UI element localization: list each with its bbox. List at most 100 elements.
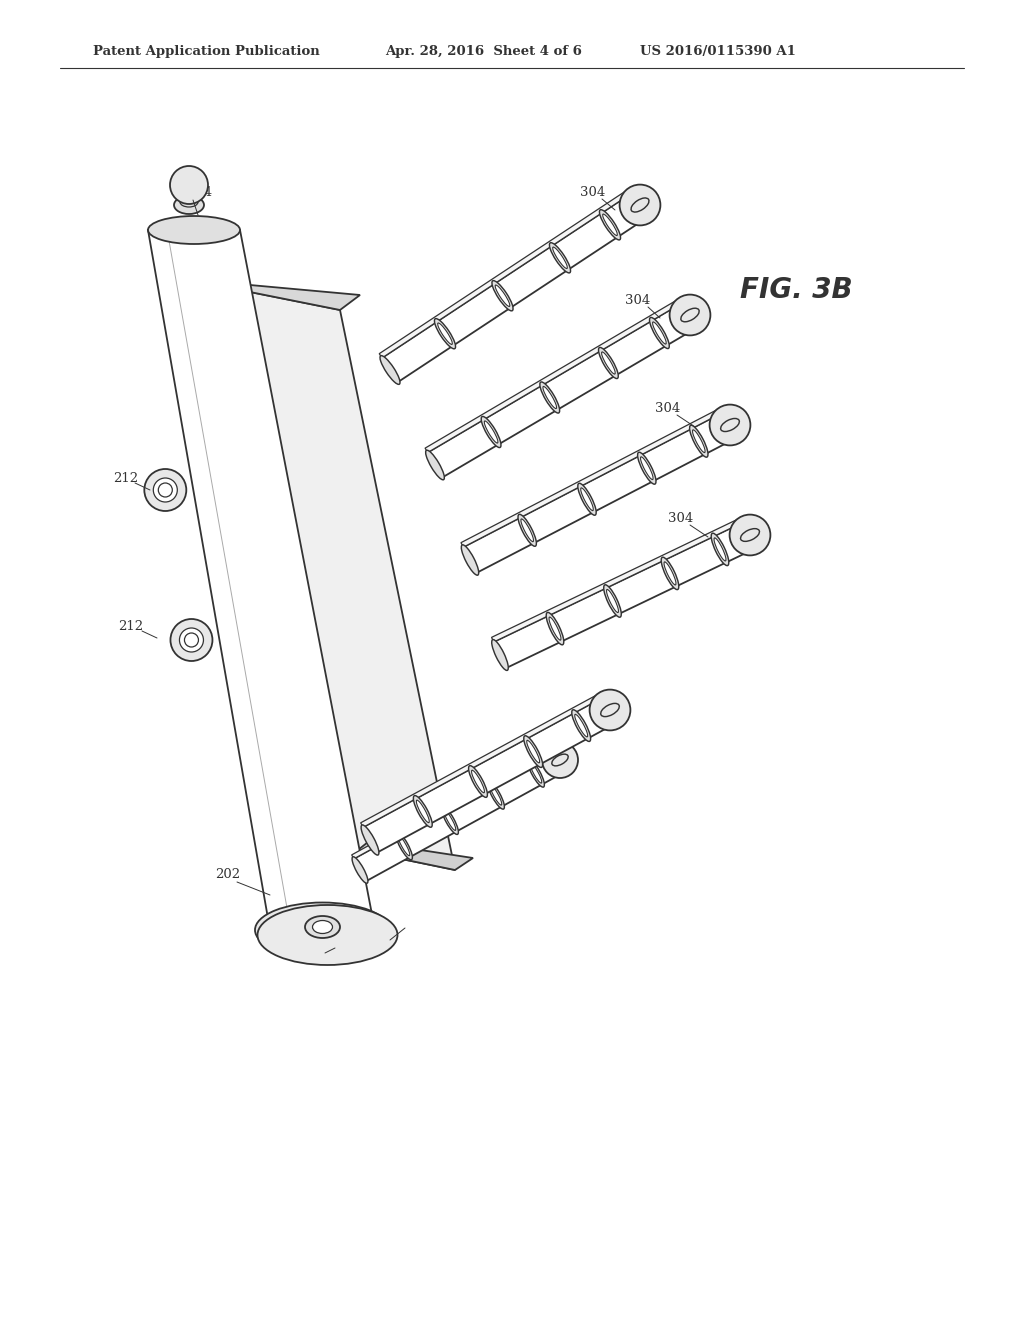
Polygon shape (360, 693, 603, 828)
Ellipse shape (174, 195, 204, 214)
Ellipse shape (540, 381, 560, 413)
Ellipse shape (714, 537, 726, 561)
Ellipse shape (606, 590, 618, 612)
Ellipse shape (604, 585, 622, 618)
Ellipse shape (492, 281, 513, 312)
Ellipse shape (170, 166, 208, 205)
Text: 304: 304 (668, 511, 693, 524)
Polygon shape (425, 298, 683, 453)
Ellipse shape (527, 759, 545, 787)
Ellipse shape (729, 515, 770, 556)
Ellipse shape (571, 710, 591, 742)
Polygon shape (364, 697, 616, 853)
Ellipse shape (546, 612, 564, 644)
Text: 212: 212 (118, 619, 143, 632)
Text: Patent Application Publication: Patent Application Publication (93, 45, 319, 58)
Ellipse shape (553, 247, 567, 268)
Polygon shape (358, 842, 473, 870)
Ellipse shape (398, 836, 410, 855)
Ellipse shape (461, 545, 478, 576)
Ellipse shape (417, 800, 429, 822)
Ellipse shape (590, 689, 631, 730)
Ellipse shape (380, 355, 400, 384)
Text: 304: 304 (655, 401, 680, 414)
Ellipse shape (159, 483, 172, 498)
Ellipse shape (521, 519, 534, 541)
Ellipse shape (490, 785, 502, 805)
Text: 304: 304 (625, 293, 650, 306)
Ellipse shape (578, 483, 596, 515)
Ellipse shape (620, 185, 660, 226)
Ellipse shape (434, 318, 456, 348)
Ellipse shape (481, 416, 501, 447)
Ellipse shape (640, 457, 653, 479)
Ellipse shape (649, 317, 670, 348)
Text: 208: 208 (308, 953, 333, 966)
Text: 304: 304 (580, 186, 605, 198)
Polygon shape (463, 412, 736, 573)
Ellipse shape (469, 766, 487, 797)
Ellipse shape (603, 214, 617, 235)
Ellipse shape (487, 781, 505, 809)
Ellipse shape (638, 453, 656, 484)
Text: 202: 202 (215, 869, 240, 882)
Ellipse shape (692, 430, 706, 453)
Text: 212: 212 (113, 471, 138, 484)
Ellipse shape (492, 640, 508, 671)
Ellipse shape (148, 216, 240, 244)
Polygon shape (461, 408, 723, 548)
Ellipse shape (305, 916, 340, 939)
Ellipse shape (526, 741, 540, 763)
Ellipse shape (414, 796, 432, 828)
Text: 304: 304 (373, 928, 397, 941)
Polygon shape (351, 744, 554, 859)
Ellipse shape (543, 387, 557, 409)
Polygon shape (240, 285, 360, 310)
Ellipse shape (530, 763, 542, 783)
Ellipse shape (652, 322, 667, 345)
Ellipse shape (710, 405, 751, 445)
Text: FIG. 3B: FIG. 3B (740, 276, 853, 304)
Ellipse shape (395, 832, 413, 859)
Polygon shape (240, 290, 455, 870)
Ellipse shape (664, 562, 676, 585)
Ellipse shape (542, 742, 578, 777)
Ellipse shape (312, 920, 333, 933)
Ellipse shape (549, 616, 561, 640)
Ellipse shape (484, 421, 498, 444)
Polygon shape (492, 517, 743, 642)
Ellipse shape (574, 714, 588, 737)
Ellipse shape (144, 469, 186, 511)
Polygon shape (379, 189, 632, 358)
Ellipse shape (184, 634, 199, 647)
Ellipse shape (689, 425, 708, 457)
Ellipse shape (581, 488, 593, 511)
Ellipse shape (599, 210, 621, 240)
Ellipse shape (550, 243, 570, 273)
Ellipse shape (179, 628, 204, 652)
Text: Apr. 28, 2016  Sheet 4 of 6: Apr. 28, 2016 Sheet 4 of 6 (385, 45, 582, 58)
Ellipse shape (352, 857, 368, 883)
Ellipse shape (170, 619, 212, 661)
Ellipse shape (154, 478, 177, 502)
Ellipse shape (670, 294, 711, 335)
Ellipse shape (437, 323, 453, 345)
Ellipse shape (598, 347, 618, 379)
Polygon shape (494, 521, 757, 668)
Polygon shape (148, 230, 375, 931)
Ellipse shape (496, 285, 510, 306)
Ellipse shape (712, 533, 729, 565)
Ellipse shape (257, 906, 397, 965)
Ellipse shape (523, 735, 543, 767)
Text: 204: 204 (187, 186, 212, 199)
Ellipse shape (441, 807, 459, 834)
Polygon shape (382, 193, 648, 381)
Ellipse shape (518, 515, 537, 546)
Ellipse shape (471, 771, 484, 793)
Text: 208: 208 (303, 944, 328, 957)
Ellipse shape (662, 557, 679, 590)
Ellipse shape (255, 903, 390, 957)
Ellipse shape (601, 352, 615, 374)
Ellipse shape (361, 825, 379, 855)
Text: US 2016/0115390 A1: US 2016/0115390 A1 (640, 45, 796, 58)
